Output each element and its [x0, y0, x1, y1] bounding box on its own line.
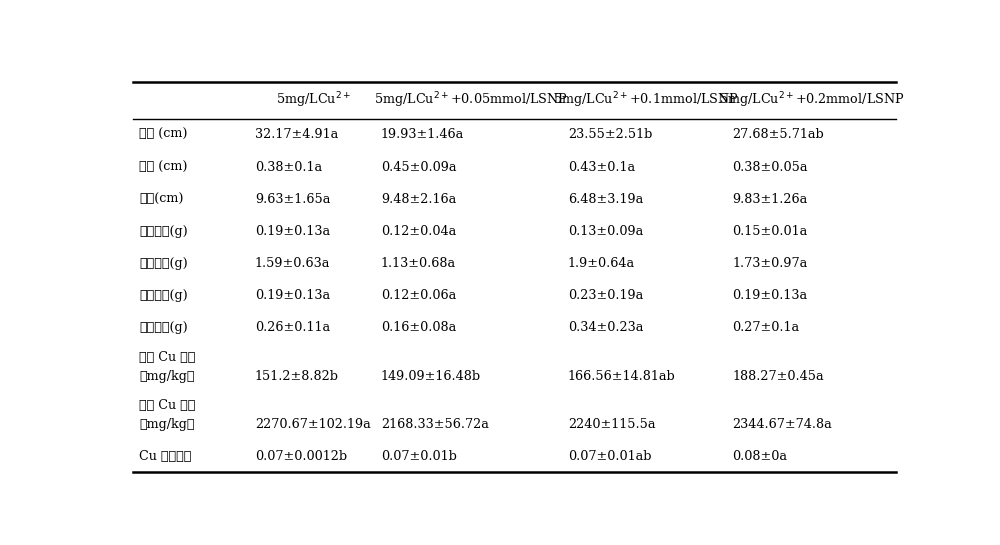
Text: 0.07±0.01b: 0.07±0.01b: [381, 450, 457, 463]
Text: 1.9±0.64a: 1.9±0.64a: [568, 257, 635, 270]
Text: 0.23±0.19a: 0.23±0.19a: [568, 289, 643, 302]
Text: 0.45±0.09a: 0.45±0.09a: [381, 161, 456, 173]
Text: 茎叶 Cu 含量: 茎叶 Cu 含量: [139, 351, 195, 364]
Text: 5mg/LCu$^{2+}$: 5mg/LCu$^{2+}$: [276, 90, 352, 110]
Text: 0.38±0.05a: 0.38±0.05a: [732, 161, 808, 173]
Text: 5mg/LCu$^{2+}$+0.1mmol/LSNP: 5mg/LCu$^{2+}$+0.1mmol/LSNP: [553, 90, 739, 110]
Text: 0.19±0.13a: 0.19±0.13a: [255, 289, 330, 302]
Text: Cu 转运系数: Cu 转运系数: [139, 450, 191, 463]
Text: 茎叶干重(g): 茎叶干重(g): [139, 322, 188, 334]
Text: 2344.67±74.8a: 2344.67±74.8a: [732, 419, 832, 432]
Text: 2240±115.5a: 2240±115.5a: [568, 419, 655, 432]
Text: （mg/kg）: （mg/kg）: [139, 370, 194, 383]
Text: 0.38±0.1a: 0.38±0.1a: [255, 161, 322, 173]
Text: 2270.67±102.19a: 2270.67±102.19a: [255, 419, 371, 432]
Text: 9.63±1.65a: 9.63±1.65a: [255, 193, 330, 205]
Text: 0.16±0.08a: 0.16±0.08a: [381, 322, 456, 334]
Text: 9.48±2.16a: 9.48±2.16a: [381, 193, 456, 205]
Text: 0.26±0.11a: 0.26±0.11a: [255, 322, 330, 334]
Text: 6.48±3.19a: 6.48±3.19a: [568, 193, 643, 205]
Text: 茎叶鲜重(g): 茎叶鲜重(g): [139, 257, 188, 270]
Text: 5mg/LCu$^{2+}$+0.05mmol/LSNP: 5mg/LCu$^{2+}$+0.05mmol/LSNP: [374, 90, 568, 110]
Text: 1.59±0.63a: 1.59±0.63a: [255, 257, 330, 270]
Text: 149.09±16.48b: 149.09±16.48b: [381, 370, 481, 383]
Text: 188.27±0.45a: 188.27±0.45a: [732, 370, 824, 383]
Text: 2168.33±56.72a: 2168.33±56.72a: [381, 419, 489, 432]
Text: 1.73±0.97a: 1.73±0.97a: [732, 257, 807, 270]
Text: 0.15±0.01a: 0.15±0.01a: [732, 225, 807, 238]
Text: 0.12±0.04a: 0.12±0.04a: [381, 225, 456, 238]
Text: 0.07±0.01ab: 0.07±0.01ab: [568, 450, 651, 463]
Text: 株高 (cm): 株高 (cm): [139, 129, 187, 141]
Text: 0.43±0.1a: 0.43±0.1a: [568, 161, 635, 173]
Text: 151.2±8.82b: 151.2±8.82b: [255, 370, 339, 383]
Text: 9.83±1.26a: 9.83±1.26a: [732, 193, 807, 205]
Text: 茎粗 (cm): 茎粗 (cm): [139, 161, 187, 173]
Text: 0.34±0.23a: 0.34±0.23a: [568, 322, 643, 334]
Text: 0.19±0.13a: 0.19±0.13a: [732, 289, 807, 302]
Text: 32.17±4.91a: 32.17±4.91a: [255, 129, 338, 141]
Text: 1.13±0.68a: 1.13±0.68a: [381, 257, 456, 270]
Text: 根系干重(g): 根系干重(g): [139, 289, 188, 302]
Text: 0.08±0a: 0.08±0a: [732, 450, 787, 463]
Text: 0.13±0.09a: 0.13±0.09a: [568, 225, 643, 238]
Text: 根长(cm): 根长(cm): [139, 193, 183, 205]
Text: 0.12±0.06a: 0.12±0.06a: [381, 289, 456, 302]
Text: 0.19±0.13a: 0.19±0.13a: [255, 225, 330, 238]
Text: 0.27±0.1a: 0.27±0.1a: [732, 322, 799, 334]
Text: （mg/kg）: （mg/kg）: [139, 419, 194, 432]
Text: 根系鲜重(g): 根系鲜重(g): [139, 225, 188, 238]
Text: 23.55±2.51b: 23.55±2.51b: [568, 129, 652, 141]
Text: 27.68±5.71ab: 27.68±5.71ab: [732, 129, 824, 141]
Text: 19.93±1.46a: 19.93±1.46a: [381, 129, 464, 141]
Text: 根系 Cu 含量: 根系 Cu 含量: [139, 399, 195, 412]
Text: 5mg/LCu$^{2+}$+0.2mmol/LSNP: 5mg/LCu$^{2+}$+0.2mmol/LSNP: [719, 90, 905, 110]
Text: 0.07±0.0012b: 0.07±0.0012b: [255, 450, 347, 463]
Text: 166.56±14.81ab: 166.56±14.81ab: [568, 370, 676, 383]
